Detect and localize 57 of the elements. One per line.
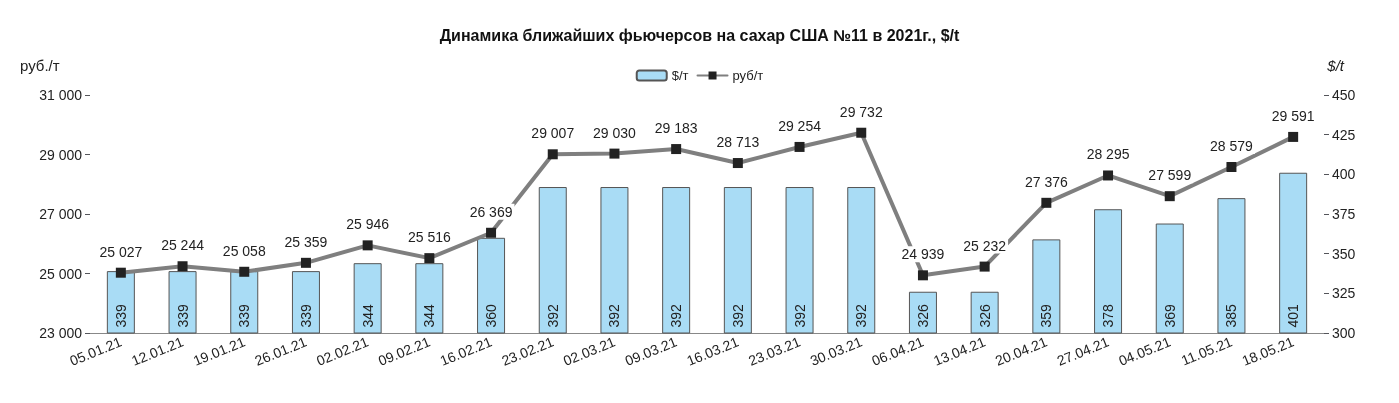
data-label: 26 369 <box>469 203 513 220</box>
data-label: 369 <box>1161 303 1178 328</box>
data-label: 326 <box>914 303 931 328</box>
data-label: 28 713 <box>716 134 760 151</box>
data-label: 25 027 <box>99 243 143 260</box>
data-label: 25 058 <box>222 242 266 259</box>
data-label: 25 516 <box>407 229 451 246</box>
data-label: 27 599 <box>1148 167 1192 184</box>
data-label: 24 939 <box>901 246 945 263</box>
y-tick-label: 27 000 <box>39 206 83 222</box>
y2-tick-label: 425 <box>1332 126 1356 143</box>
y-tick-label: 29 000 <box>39 146 83 163</box>
data-label: 29 254 <box>778 117 822 134</box>
legend-label: $/т <box>671 68 689 83</box>
y-tick-label: 23 000 <box>39 325 83 341</box>
data-label: 378 <box>1100 303 1117 328</box>
y2-tick-label: 300 <box>1332 325 1356 341</box>
data-label: 392 <box>853 303 870 328</box>
data-label: 25 359 <box>284 233 328 250</box>
data-label: 25 232 <box>963 237 1007 254</box>
y2-tick-label: 375 <box>1332 206 1356 222</box>
data-label: 29 030 <box>593 124 637 141</box>
data-label: 359 <box>1038 303 1055 328</box>
data-label: 29 007 <box>531 125 575 142</box>
y2-tick-label: 450 <box>1332 87 1356 103</box>
data-label: 25 244 <box>161 237 205 254</box>
data-label: 27 376 <box>1024 173 1068 190</box>
y-tick-label: 31 000 <box>39 87 83 103</box>
data-label: 29 732 <box>839 103 883 120</box>
data-label: 339 <box>297 303 314 328</box>
data-label: 360 <box>483 303 500 328</box>
data-label: 28 295 <box>1086 146 1130 163</box>
legend-label: руб/т <box>732 68 764 83</box>
data-label: 29 591 <box>1271 107 1315 124</box>
data-label: 392 <box>606 303 623 328</box>
data-label: 339 <box>174 303 191 328</box>
y2-tick-label: 350 <box>1332 245 1356 262</box>
data-label: 326 <box>976 303 993 328</box>
data-label: 392 <box>729 303 746 328</box>
data-label: 344 <box>359 303 376 328</box>
y-axis-title: руб./т <box>20 57 60 74</box>
y-tick-label: 25 000 <box>39 265 83 282</box>
y2-tick-label: 325 <box>1332 285 1356 302</box>
y2-axis-title: $/t <box>1326 57 1345 74</box>
data-label: 339 <box>112 303 129 328</box>
data-label: 25 946 <box>346 216 390 233</box>
data-label: 344 <box>421 303 438 328</box>
data-label: 392 <box>668 303 685 328</box>
chart-title: Динамика ближайших фьючерсов на сахар США №11 в 2021г., $/t <box>439 26 961 44</box>
data-label: 401 <box>1285 303 1302 328</box>
data-label: 28 579 <box>1210 138 1254 155</box>
data-label: 392 <box>544 303 561 328</box>
data-label: 392 <box>791 303 808 328</box>
data-label: 339 <box>236 303 253 328</box>
data-label: 385 <box>1223 303 1240 328</box>
y2-tick-label: 400 <box>1332 166 1356 183</box>
data-label: 29 183 <box>654 120 698 137</box>
